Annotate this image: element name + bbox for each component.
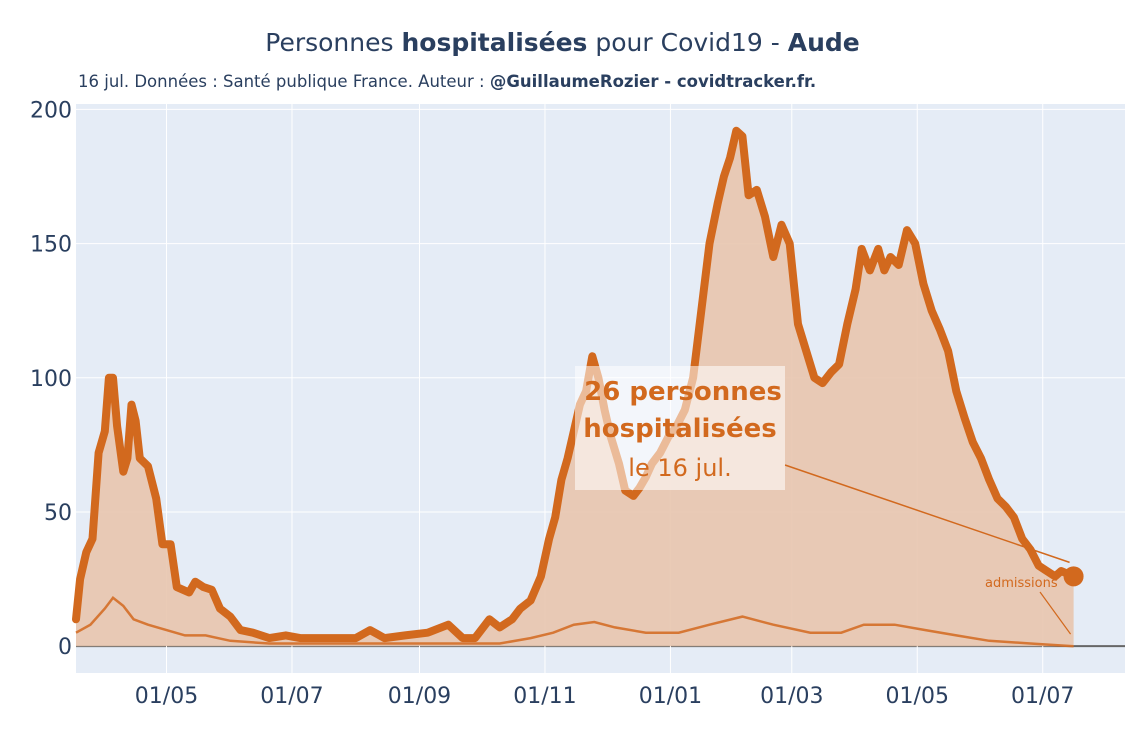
annotation-box (575, 366, 785, 490)
admissions-pointer (1039, 591, 1072, 635)
hosp-area-layer (76, 130, 1074, 647)
admissions-layer (75, 596, 1074, 648)
x-tick-label: 01/09 (388, 684, 451, 709)
y-tick-label: 150 (30, 233, 72, 258)
annotation-layer: 26 personnes hospitalisées le 16 jul. admis… (575, 366, 1084, 635)
annotation-line2: hospitalisées (583, 414, 776, 444)
x-tick-label: 01/01 (639, 684, 702, 709)
title-prefix: Personnes (265, 28, 402, 57)
y-axis-ticks: 0 50 100 150 200 (30, 98, 72, 660)
last-point-marker (1063, 566, 1084, 587)
y-tick-label: 200 (30, 98, 72, 123)
title-middle: pour Covid19 - (587, 28, 788, 57)
y-tick-label: 100 (30, 367, 72, 392)
annotation-line3: le 16 jul. (628, 454, 731, 482)
annotation-line1: 26 personnes (584, 377, 782, 407)
hosp-line-layer (72, 126, 1078, 643)
x-tick-label: 01/05 (886, 684, 949, 709)
admissions-line (75, 596, 1074, 648)
admissions-label: admissions (985, 576, 1058, 591)
x-tick-label: 01/07 (260, 684, 323, 709)
title-region: Aude (787, 28, 860, 57)
chart-title: Personnes hospitalisées pour Covid19 - A… (0, 28, 1125, 57)
hosp-line (72, 126, 1078, 643)
x-axis-ticks: 01/05 01/07 01/09 01/11 01/01 01/03 01/05 01/07 (135, 684, 1075, 709)
x-tick-label: 01/11 (513, 684, 576, 709)
annotation-arrow (784, 464, 1070, 564)
chart-subtitle: 16 jul. Données : Santé publique France.… (78, 72, 816, 91)
subtitle-author: @GuillaumeRozier - covidtracker.fr. (489, 72, 817, 91)
y-tick-label: 50 (44, 501, 72, 526)
title-bold: hospitalisées (401, 28, 588, 57)
hosp-area (76, 130, 1074, 647)
y-tick-label: 0 (58, 635, 72, 660)
subtitle-text: 16 jul. Données : Santé publique France.… (78, 72, 490, 91)
x-tick-label: 01/03 (760, 684, 823, 709)
x-tick-label: 01/05 (135, 684, 198, 709)
x-tick-label: 01/07 (1011, 684, 1074, 709)
